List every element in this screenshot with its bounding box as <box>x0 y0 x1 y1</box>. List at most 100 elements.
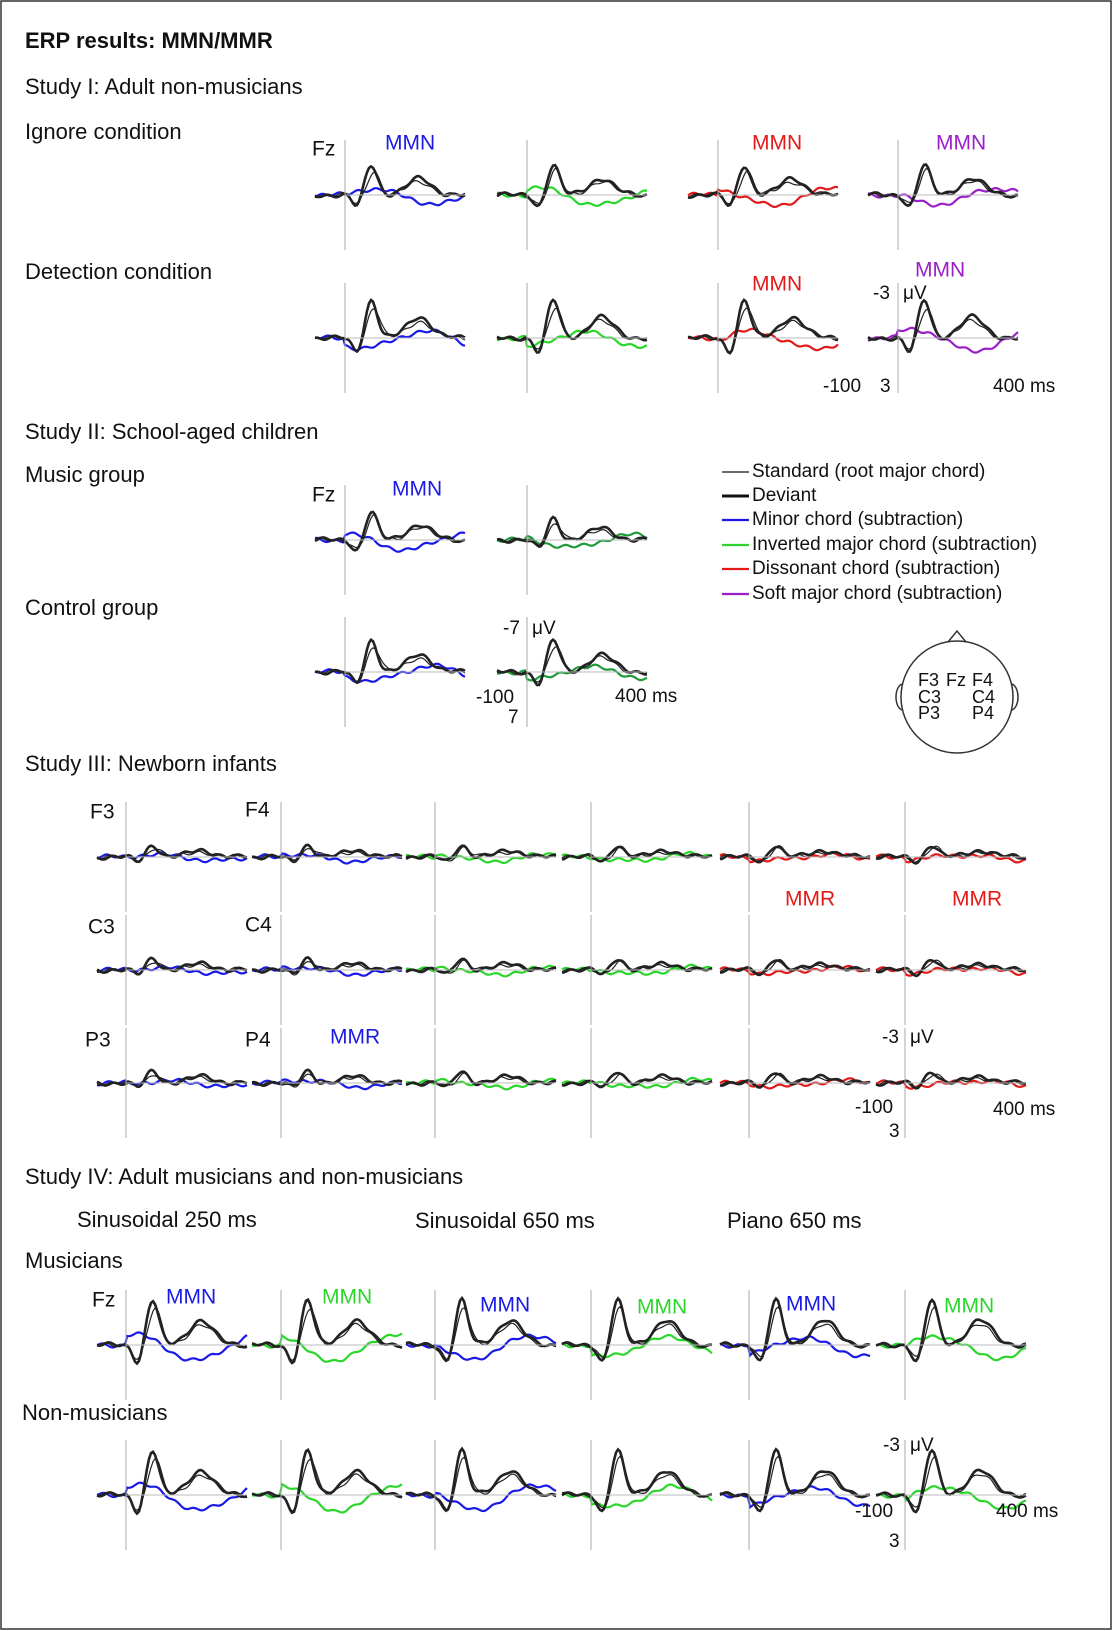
mmn: MMN <box>392 478 442 501</box>
waveform-standard <box>496 307 648 350</box>
waveform-deviant <box>314 510 466 552</box>
waveform-difference <box>719 1485 871 1510</box>
title: ERP results: MMN/MMR <box>25 28 273 53</box>
label: Non-musicians <box>22 1400 168 1425</box>
waveform-standard <box>687 307 839 353</box>
waveform-standard <box>314 514 466 549</box>
scale: 3 <box>889 1121 900 1142</box>
heading: Study III: Newborn infants <box>25 751 277 776</box>
waveform-deviant <box>719 1447 871 1513</box>
waveform-difference <box>96 1077 248 1089</box>
waveform-standard <box>314 308 466 353</box>
electrode: F3 <box>90 801 115 824</box>
scale: -7 <box>503 618 520 639</box>
electrode: F4 <box>245 799 270 822</box>
scale: -3 <box>882 1027 899 1048</box>
heading: Study IV: Adult musicians and non-musici… <box>25 1164 463 1189</box>
legend-entry: Minor chord (subtraction) <box>752 509 963 530</box>
waveform-deviant <box>496 515 648 548</box>
waveform-standard <box>405 845 557 862</box>
mmn: MMN <box>166 1286 216 1309</box>
waveform-deviant <box>96 1449 248 1516</box>
waveform-standard <box>251 847 403 864</box>
waveform-standard <box>251 1073 403 1088</box>
electrode: C3 <box>918 687 941 707</box>
waveform-difference <box>561 1483 713 1509</box>
scale: -100 <box>855 1501 893 1522</box>
mmr: MMR <box>952 888 1002 911</box>
waveform-difference <box>875 1334 1027 1362</box>
scale: 400 ms <box>993 1099 1055 1120</box>
scale: -3 <box>883 1435 900 1456</box>
waveform-standard <box>875 845 1027 864</box>
waveform-deviant <box>687 166 839 208</box>
mmn: MMN <box>786 1293 836 1316</box>
electrode: Fz <box>946 670 966 690</box>
mmr: MMR <box>330 1026 380 1049</box>
waveform-deviant <box>405 957 557 974</box>
electrode: Fz <box>92 1289 115 1312</box>
heading: Study II: School-aged children <box>25 419 319 444</box>
waveform-standard <box>96 1307 248 1361</box>
waveform-standard <box>867 308 1019 350</box>
waveform-difference <box>687 185 839 209</box>
waveform-difference <box>405 1483 557 1513</box>
waveform-deviant <box>405 1295 557 1363</box>
waveform-standard <box>314 647 466 685</box>
legend-entry: Deviant <box>752 485 817 506</box>
scale: -100 <box>476 687 514 708</box>
waveform-difference <box>314 662 466 684</box>
electrode: F4 <box>972 670 993 690</box>
waveform-difference <box>561 1333 713 1359</box>
waveform-difference <box>314 187 466 207</box>
waveform-deviant <box>687 297 839 355</box>
scale: 400 ms <box>993 376 1055 397</box>
waveform-standard <box>561 1455 713 1509</box>
electrode: C4 <box>972 687 995 707</box>
waveform-difference <box>314 531 466 553</box>
waveform-deviant <box>314 637 466 684</box>
scale: μV <box>532 618 556 639</box>
scale: μV <box>910 1027 934 1048</box>
mmn: MMN <box>322 1286 372 1309</box>
waveform-difference <box>497 185 648 208</box>
scale: μV <box>903 283 927 304</box>
legend-entry: Dissonant chord (subtraction) <box>752 558 1000 579</box>
electrode: Fz <box>312 484 335 507</box>
waveform-standard <box>496 646 648 683</box>
waveform-standard <box>719 1306 871 1358</box>
waveform-standard <box>496 523 648 549</box>
waveform-standard <box>251 1458 403 1512</box>
mmn: MMN <box>480 1294 530 1317</box>
electrode: P4 <box>245 1029 271 1052</box>
waveform-difference <box>496 329 648 349</box>
legend-entry: Inverted major chord (subtraction) <box>752 534 1037 555</box>
waveform-standard <box>96 1457 248 1512</box>
scale: 3 <box>880 376 891 397</box>
electrode: Fz <box>312 138 335 161</box>
mmn: MMN <box>944 1295 994 1318</box>
legend: Standard (root major chord) Deviant Mino… <box>722 461 1037 604</box>
condition: Sinusoidal 250 ms <box>77 1207 257 1232</box>
waveform-standard <box>251 960 403 976</box>
label: Ignore condition <box>25 119 182 144</box>
condition: Sinusoidal 650 ms <box>415 1208 595 1233</box>
electrode: P4 <box>972 703 994 723</box>
mmn: MMN <box>637 1296 687 1319</box>
mmn: MMN <box>915 259 965 282</box>
scale: 3 <box>889 1531 900 1552</box>
waveform-standard <box>867 168 1018 204</box>
waveform-standard <box>875 959 1027 977</box>
waveform-deviant <box>251 1448 403 1515</box>
label: Musicians <box>25 1248 123 1273</box>
waveform-standard <box>96 1075 248 1088</box>
scale: 400 ms <box>615 686 677 707</box>
waveform-deviant <box>875 1071 1027 1090</box>
label: Control group <box>25 595 158 620</box>
mmn: MMN <box>752 273 802 296</box>
waveform-standard <box>875 1456 1027 1508</box>
waveform-standard <box>719 958 871 975</box>
waveform-standard <box>405 959 557 974</box>
